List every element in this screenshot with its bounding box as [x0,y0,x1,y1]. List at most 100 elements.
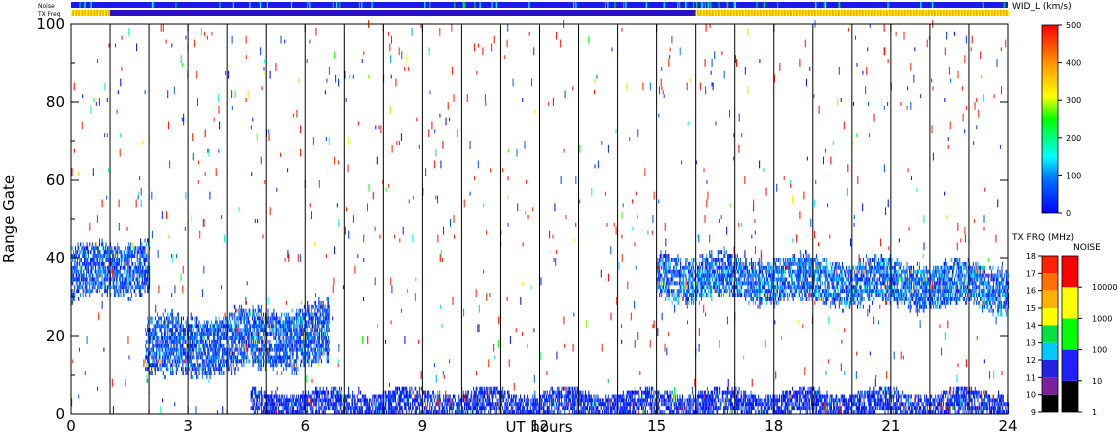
scatter-cell [836,293,838,297]
scatter-cell [234,320,236,325]
scatter-cell [117,254,119,258]
scatter-cell [147,351,149,356]
scatter-cell [259,351,261,356]
scatter-cell [216,351,218,356]
scatter-cell [701,289,703,294]
scatter-cell [710,285,712,290]
scatter-cell [159,355,161,360]
scatter-cell [208,351,210,356]
scatter-cell [140,258,142,262]
scatter-cell [324,308,326,313]
scatter-cell [139,265,141,270]
scatter-cell [97,277,99,282]
scatter-cell [97,269,99,274]
scatter-cell [246,339,248,344]
txfreq-stripe [770,10,772,16]
scatter-cell [171,324,173,329]
scatter-cell [324,336,326,340]
scatter-cell [203,343,205,348]
scatter-cell [808,265,810,270]
scatter-cell [296,363,298,368]
scatter-cell [692,293,694,297]
scatter-cell [318,339,320,344]
scatter-cell [110,261,112,266]
scatter-cell [717,273,719,278]
scatter-cell [177,320,179,325]
scatter-cell [233,304,235,309]
txfreq-stripe [875,10,877,16]
scatter-cell [319,343,321,348]
scatter-cell [186,328,188,333]
scatter-cell [695,261,697,266]
scatter-cell [756,273,758,278]
scatter-cell [277,347,279,352]
scatter-cell [137,285,139,290]
scatter-cell [276,320,278,325]
scatter-cell [788,261,790,266]
scatter-cell [201,324,203,329]
scatter-cell [311,328,313,333]
scatter-cell [95,281,97,286]
scatter-cell [79,261,81,266]
scatter-cell [146,367,148,372]
scatter-cell [165,339,167,344]
scatter-cell [661,293,663,297]
scatter-cell [755,269,757,274]
scatter-cell [758,285,760,290]
scatter-cell [147,281,149,286]
scatter-cell [853,293,855,297]
scatter-cell [707,261,709,266]
scatter-cell [222,347,224,352]
scatter-cell [844,269,846,274]
scatter-cell [131,261,133,266]
txfreq-stripe [1004,10,1006,16]
scatter-cell [846,297,848,301]
scatter-cell [788,265,790,270]
scatter-cell [257,328,259,333]
scatter-cell [181,328,183,333]
scatter-cell [819,265,821,270]
scatter-cell [149,281,151,286]
scatter-cell [175,343,177,348]
scatter-cell [797,269,799,274]
scatter-cell [274,355,276,360]
scatter-cell [659,258,661,262]
scatter-cell [322,316,324,321]
scatter-cell [208,347,210,352]
scatter-cell [730,258,732,262]
scatter-cell [789,261,791,266]
scatter-cell [193,339,195,344]
scatter-cell [710,289,712,294]
scatter-cell [769,273,771,278]
scatter-cell [99,269,101,274]
scatter-cell [801,265,803,270]
scatter-cell [303,324,305,329]
scatter-cell [326,336,328,340]
scatter-cell [164,332,166,336]
scatter-cell [110,250,112,255]
scatter-cell [777,265,779,270]
scatter-cell [828,293,830,297]
scatter-cell [311,320,313,325]
scatter-cell [657,273,659,278]
scatter-cell [80,285,82,290]
scatter-cell [307,343,309,348]
scatter-cell [677,289,679,294]
scatter-cell [721,289,723,294]
scatter-cell [762,273,764,278]
scatter-cell [297,336,299,340]
scatter-cell [721,250,723,255]
scatter-cell [136,269,138,274]
scatter-cell [192,355,194,360]
scatter-cell [89,277,91,282]
scatter-cell [192,332,194,336]
scatter-cell [190,343,192,348]
scatter-cell [274,359,276,364]
scatter-cell [322,312,324,317]
scatter-cell [780,269,782,274]
scatter-cell [100,242,102,247]
scatter-cell [84,277,86,282]
scatter-cell [184,328,186,333]
scatter-cell [657,269,659,274]
scatter-cell [190,343,192,348]
